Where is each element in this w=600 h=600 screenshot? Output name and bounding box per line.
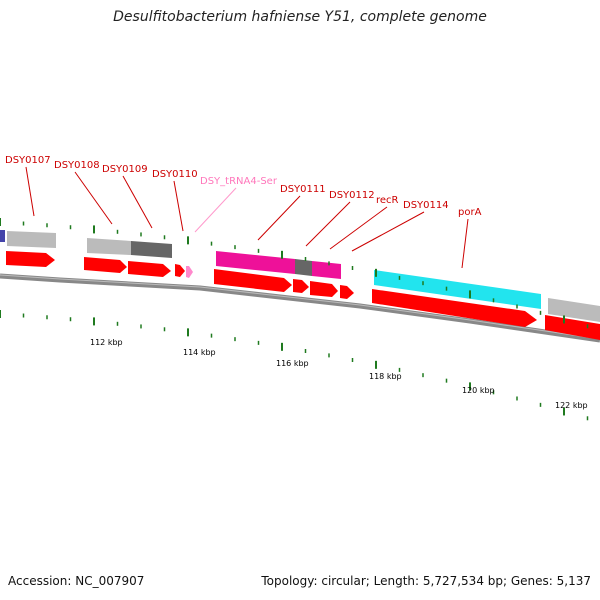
feature-bar[interactable] bbox=[0, 230, 5, 242]
tick-row-bottom bbox=[0, 310, 589, 421]
feature-bar[interactable] bbox=[548, 298, 600, 322]
map-title: Desulfitobacterium hafniense Y51, comple… bbox=[113, 9, 487, 25]
feature-bar[interactable] bbox=[131, 241, 172, 258]
gene-label-dsy-trna4-ser[interactable]: DSY_tRNA4-Ser bbox=[200, 176, 278, 187]
leader-line bbox=[329, 206, 388, 250]
feature-bar[interactable] bbox=[7, 231, 56, 248]
leader-line bbox=[122, 175, 153, 229]
feature-bar[interactable] bbox=[216, 251, 295, 274]
gene-label-dsy0114[interactable]: DSY0114 bbox=[403, 200, 449, 211]
feature-bar[interactable] bbox=[87, 238, 131, 255]
feature-row-genes bbox=[6, 251, 600, 340]
gene-label-dsy0111[interactable]: DSY0111 bbox=[280, 184, 326, 195]
genome-backbone bbox=[0, 273, 600, 343]
leader-line bbox=[351, 211, 425, 252]
gene-arrow[interactable] bbox=[84, 257, 127, 273]
trna-arrow[interactable] bbox=[186, 266, 193, 278]
leader-line bbox=[461, 218, 469, 269]
genome-summary-text: Topology: circular; Length: 5,727,534 bp… bbox=[261, 574, 591, 588]
leader-line bbox=[173, 180, 184, 232]
scale-label-122: 122 kbp bbox=[555, 401, 588, 410]
feature-bar[interactable] bbox=[312, 261, 341, 279]
scale-label-group: 112 kbp 114 kbp 116 kbp 118 kbp 120 kbp … bbox=[90, 338, 588, 410]
scale-label-114: 114 kbp bbox=[183, 348, 216, 357]
scale-label-120: 120 kbp bbox=[462, 386, 495, 395]
gene-label-group: DSY0107 DSY0108 DSY0109 DSY0110 DSY_tRNA… bbox=[5, 155, 482, 218]
scale-label-116: 116 kbp bbox=[276, 359, 309, 368]
gene-arrow[interactable] bbox=[372, 289, 537, 327]
gene-arrow[interactable] bbox=[214, 269, 292, 292]
gene-arrow[interactable] bbox=[340, 285, 354, 299]
leader-line bbox=[25, 166, 35, 217]
leader-line bbox=[305, 201, 351, 247]
leader-line bbox=[194, 187, 237, 233]
gene-arrow[interactable] bbox=[545, 315, 600, 340]
tick-row-top bbox=[0, 218, 589, 329]
feature-bar[interactable] bbox=[295, 259, 312, 276]
scale-label-118: 118 kbp bbox=[369, 372, 402, 381]
gene-label-dsy0112[interactable]: DSY0112 bbox=[329, 190, 375, 201]
gene-arrow[interactable] bbox=[310, 281, 338, 297]
feature-row-top bbox=[0, 230, 600, 322]
gene-label-dsy0109[interactable]: DSY0109 bbox=[102, 164, 148, 175]
leader-line bbox=[74, 171, 113, 225]
gene-label-dsy0110[interactable]: DSY0110 bbox=[152, 169, 198, 180]
gene-label-dsy0107[interactable]: DSY0107 bbox=[5, 155, 51, 166]
gene-arrow[interactable] bbox=[293, 279, 309, 293]
scale-label-112: 112 kbp bbox=[90, 338, 123, 347]
feature-bar[interactable] bbox=[374, 270, 541, 309]
gene-arrow[interactable] bbox=[175, 264, 185, 277]
gene-label-dsy0108[interactable]: DSY0108 bbox=[54, 160, 100, 171]
gene-label-recr[interactable]: recR bbox=[376, 195, 399, 206]
gene-label-pora[interactable]: porA bbox=[458, 207, 482, 218]
genome-backbone-highlight bbox=[0, 274, 600, 340]
gene-arrow[interactable] bbox=[128, 261, 171, 277]
accession-text: Accession: NC_007907 bbox=[8, 574, 145, 588]
label-leaders bbox=[25, 166, 469, 269]
gene-arrow[interactable] bbox=[6, 251, 55, 267]
leader-line bbox=[257, 195, 301, 241]
